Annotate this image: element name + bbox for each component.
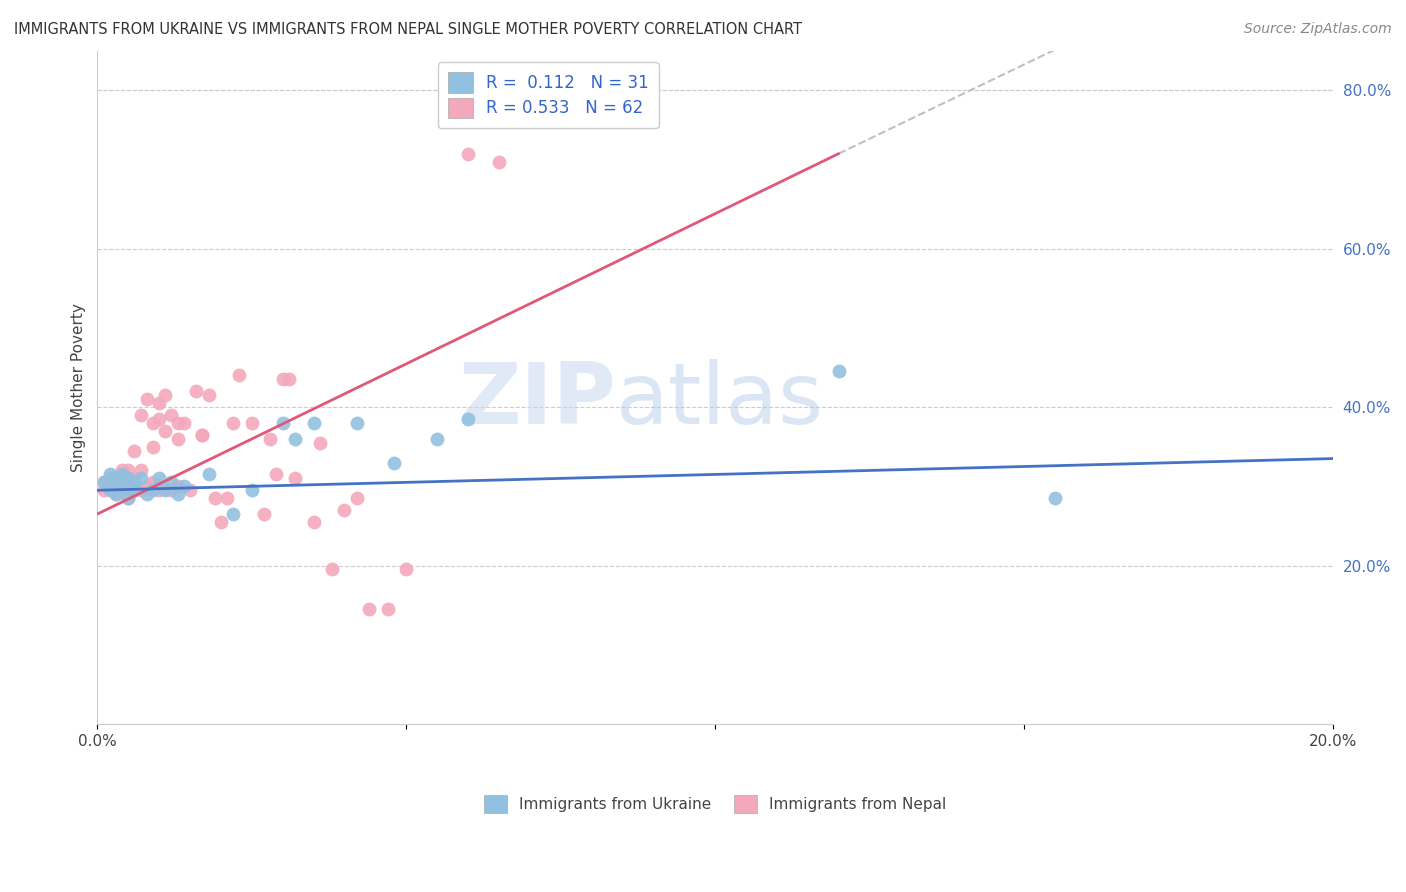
Point [142, 483, 165, 498]
Point [277, 372, 299, 386]
Text: atlas: atlas [616, 359, 824, 442]
Point [117, 471, 139, 485]
Point [284, 432, 307, 446]
Point [155, 388, 177, 402]
Point [240, 416, 263, 430]
Point [142, 416, 165, 430]
Point [124, 443, 146, 458]
Text: Source: ZipAtlas.com: Source: ZipAtlas.com [1244, 22, 1392, 37]
Point [284, 471, 307, 485]
Point [124, 483, 146, 498]
Point [98, 479, 121, 493]
Point [457, 412, 479, 426]
Point [117, 463, 139, 477]
Point [321, 562, 343, 576]
Point [111, 471, 134, 485]
Point [117, 491, 139, 506]
Point [148, 471, 170, 485]
Point [155, 424, 177, 438]
Point [148, 412, 170, 426]
Point [217, 491, 239, 506]
Point [179, 483, 201, 498]
Point [155, 483, 177, 498]
Point [98, 467, 121, 482]
Legend: Immigrants from Ukraine, Immigrants from Nepal: Immigrants from Ukraine, Immigrants from… [475, 786, 956, 822]
Point [222, 416, 245, 430]
Point [259, 432, 281, 446]
Point [377, 602, 399, 616]
Point [93, 475, 115, 490]
Point [104, 483, 127, 498]
Point [395, 562, 418, 576]
Point [222, 507, 245, 521]
Point [266, 467, 288, 482]
Point [488, 154, 510, 169]
Point [124, 475, 146, 490]
Point [160, 408, 183, 422]
Point [197, 388, 219, 402]
Point [129, 483, 152, 498]
Point [166, 487, 188, 501]
Point [117, 491, 139, 506]
Point [359, 602, 381, 616]
Point [129, 408, 152, 422]
Point [271, 416, 294, 430]
Point [1043, 491, 1066, 506]
Point [333, 503, 356, 517]
Point [93, 475, 115, 490]
Point [98, 483, 121, 498]
Point [117, 479, 139, 493]
Point [240, 483, 263, 498]
Point [827, 364, 849, 378]
Point [186, 384, 208, 399]
Point [135, 487, 157, 501]
Point [166, 416, 188, 430]
Point [129, 463, 152, 477]
Point [209, 515, 232, 529]
Point [111, 463, 134, 477]
Point [135, 479, 157, 493]
Point [111, 483, 134, 498]
Point [382, 456, 405, 470]
Point [124, 483, 146, 498]
Point [148, 483, 170, 498]
Point [104, 475, 127, 490]
Point [173, 479, 195, 493]
Point [104, 487, 127, 501]
Point [228, 368, 250, 383]
Point [104, 471, 127, 485]
Point [166, 479, 188, 493]
Point [302, 416, 325, 430]
Point [346, 416, 368, 430]
Point [129, 471, 152, 485]
Point [104, 487, 127, 501]
Point [426, 432, 449, 446]
Point [160, 483, 183, 498]
Point [308, 435, 330, 450]
Point [191, 427, 214, 442]
Point [160, 475, 183, 490]
Point [302, 515, 325, 529]
Point [457, 146, 479, 161]
Point [253, 507, 276, 521]
Y-axis label: Single Mother Poverty: Single Mother Poverty [72, 303, 86, 472]
Point [173, 416, 195, 430]
Point [204, 491, 226, 506]
Text: IMMIGRANTS FROM UKRAINE VS IMMIGRANTS FROM NEPAL SINGLE MOTHER POVERTY CORRELATI: IMMIGRANTS FROM UKRAINE VS IMMIGRANTS FR… [14, 22, 801, 37]
Point [111, 467, 134, 482]
Point [271, 372, 294, 386]
Point [93, 483, 115, 498]
Point [142, 475, 165, 490]
Point [197, 467, 219, 482]
Point [124, 471, 146, 485]
Point [111, 479, 134, 493]
Point [166, 432, 188, 446]
Point [346, 491, 368, 506]
Point [191, 427, 214, 442]
Point [135, 392, 157, 407]
Point [148, 396, 170, 410]
Point [98, 471, 121, 485]
Point [142, 440, 165, 454]
Text: ZIP: ZIP [458, 359, 616, 442]
